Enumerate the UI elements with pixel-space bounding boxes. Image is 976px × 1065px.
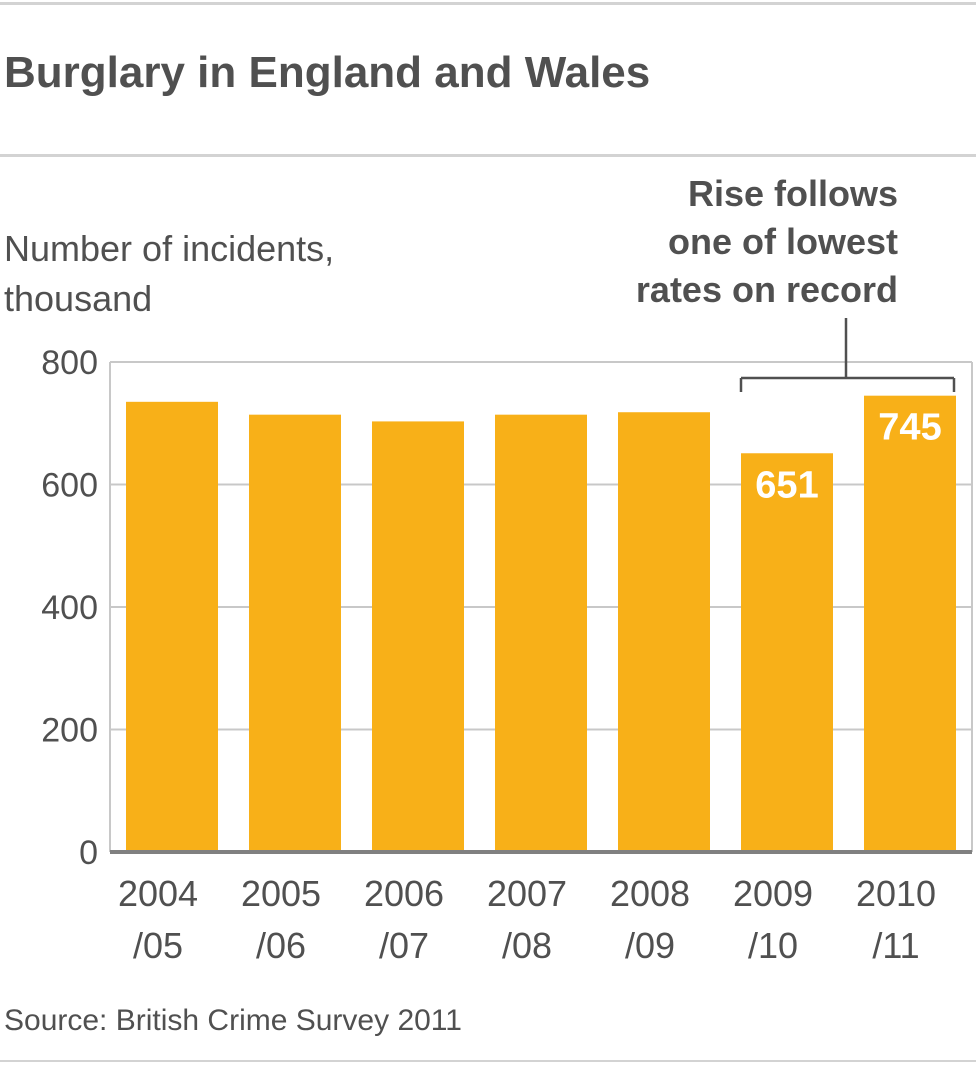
x-tick-label: /11 [872,925,919,966]
x-tick-label: 2005 [241,873,321,914]
bar [864,395,956,852]
source-note: Source: British Crime Survey 2011 [4,1004,462,1037]
chart-title: Burglary in England and Wales [4,48,651,97]
bar [618,412,710,852]
x-tick-label: 2008 [610,873,690,914]
x-tick-label: 2009 [733,873,813,914]
x-tick-label: /10 [748,925,798,966]
annotation-line-2: one of lowest [667,221,898,262]
x-tick-label: /07 [379,925,429,966]
annotation-line-3: rates on record [635,269,898,310]
y-tick-label: 400 [41,589,98,627]
bar-data-label: 651 [755,464,818,506]
x-tick-label: /05 [133,925,183,966]
bottom-rule [0,1060,976,1062]
y-tick-label: 200 [41,712,98,750]
x-tick-label: 2010 [856,873,936,914]
x-tick-label: /06 [256,925,306,966]
bar [249,414,341,852]
x-tick-label: 2007 [487,873,567,914]
top-rule [0,2,976,5]
title-divider [0,154,976,157]
x-tick-label: 2004 [118,873,198,914]
bar [372,421,464,852]
x-tick-label: /09 [625,925,675,966]
y-axis-label: Number of incidents, thousand [4,228,335,319]
bar [126,401,218,852]
bar-data-label: 745 [878,407,941,449]
bar-chart: 0 200 400 600 800 2004/05 2005/06 2006/07 2007/0… [41,318,973,966]
bar [741,453,833,852]
y-tick-label: 800 [41,344,98,382]
x-tick-label: /08 [502,925,552,966]
bar [495,414,587,852]
chart-annotation: Rise follows one of lowest rates on reco… [560,170,898,314]
annotation-line-1: Rise follows [687,173,898,214]
y-tick-label: 0 [79,834,98,872]
y-tick-label: 600 [41,467,98,505]
x-tick-label: 2006 [364,873,444,914]
